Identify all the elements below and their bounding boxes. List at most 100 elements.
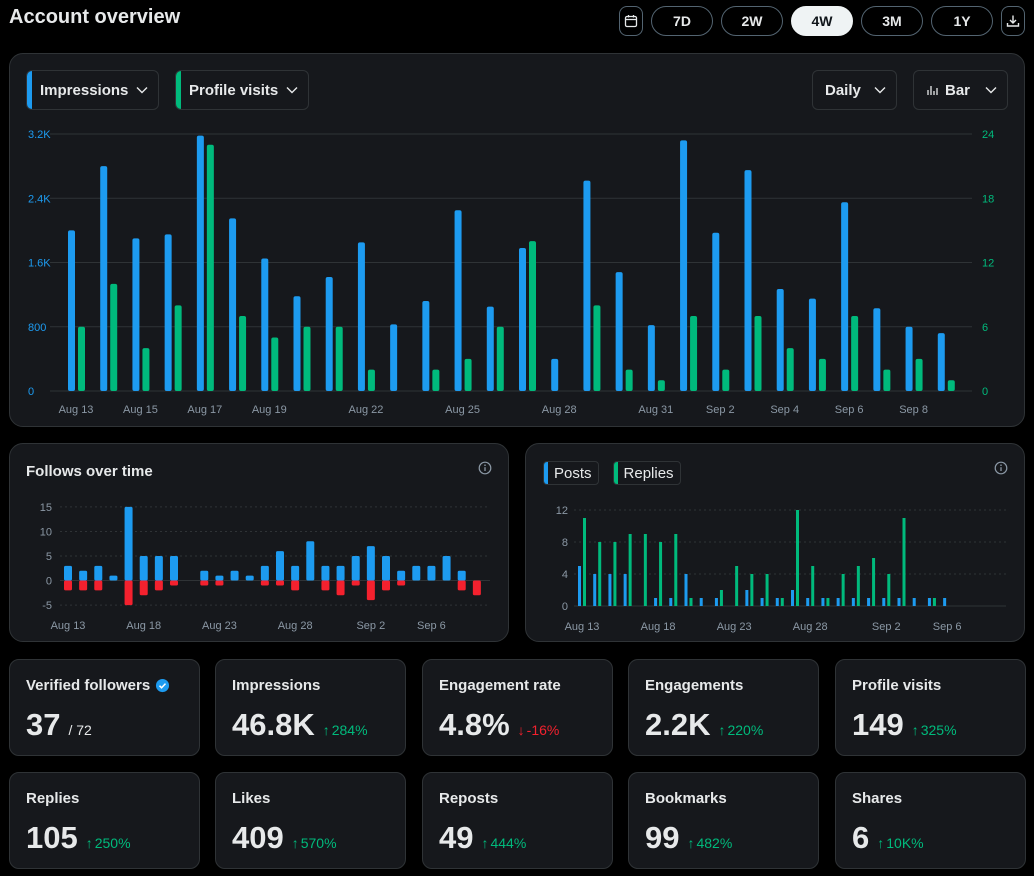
unfollows-bar [457, 580, 466, 591]
legend-replies[interactable]: Replies [612, 461, 681, 485]
posts-bar [943, 598, 947, 606]
metric-card-engagements[interactable]: Engagements 2.2K ↑ 220% [628, 659, 819, 756]
metric-card-label-text: Engagement rate [439, 677, 561, 694]
profile-visits-bar [142, 348, 150, 391]
verified-badge-icon [156, 678, 170, 693]
unfollows-bar [139, 580, 148, 596]
follows-bar [397, 570, 406, 581]
metric-card-verified-followers[interactable]: Verified followers 37 / 72 [9, 659, 200, 756]
replies-bar [765, 574, 769, 606]
impressions-bar [132, 238, 140, 391]
info-icon[interactable] [478, 461, 492, 475]
x-tick-label: Aug 28 [793, 621, 828, 633]
range-2w-button[interactable]: 2W [721, 6, 783, 36]
unfollows-bar [94, 580, 103, 591]
metric-card-bookmarks[interactable]: Bookmarks 99 ↑ 482% [628, 772, 819, 869]
download-button[interactable] [1001, 6, 1025, 36]
interval-dropdown[interactable]: Daily [812, 70, 897, 110]
impressions-bar [486, 306, 494, 391]
metric-card-label: Replies [26, 790, 79, 807]
profile-visits-bar [78, 326, 85, 391]
posts-bar [654, 598, 658, 606]
profile-visits-bar [496, 326, 504, 391]
profile-visits-bar [657, 380, 665, 391]
follows-bar [230, 570, 239, 581]
metric-card-label-text: Reposts [439, 790, 499, 807]
metric-card-value-row: 2.2K ↑ 220% [645, 707, 763, 743]
posts-bar [578, 566, 581, 606]
profile-visits-bar [174, 305, 182, 391]
follows-bar [457, 570, 466, 581]
replies-bar [628, 534, 632, 606]
metric-card-change: ↑ 284% [323, 722, 368, 738]
x-tick-label: Sep 2 [356, 620, 385, 632]
posts-bar [806, 598, 810, 606]
y-left-tick-label: 3.2K [28, 129, 51, 141]
unfollows-bar [321, 580, 330, 591]
posts-bar [608, 574, 612, 606]
x-tick-label: Sep 6 [835, 404, 864, 416]
unfollows-bar [215, 580, 224, 586]
range-4w-button[interactable]: 4W [791, 6, 853, 36]
follows-bar [382, 556, 390, 581]
metric-card-shares[interactable]: Shares 6 ↑ 10K% [835, 772, 1026, 869]
y-left-tick-label: 800 [28, 322, 46, 334]
impressions-bar [551, 358, 559, 391]
legend-posts[interactable]: Posts [543, 461, 599, 485]
metric-card-label-text: Shares [852, 790, 903, 807]
follows-bar [124, 506, 133, 581]
calendar-button[interactable] [619, 6, 643, 36]
follows-bar [109, 575, 118, 581]
profile-visits-bar [367, 369, 375, 391]
metric-card-label-text: Likes [232, 790, 271, 807]
chart-type-dropdown[interactable]: Bar [913, 70, 1008, 110]
x-tick-label: Aug 13 [59, 404, 94, 416]
y-right-tick-label: 24 [982, 129, 994, 141]
profile-visits-bar [271, 337, 279, 391]
impressions-bar [519, 248, 526, 391]
unfollows-bar [124, 580, 133, 606]
metric-card-profile-visits[interactable]: Profile visits 149 ↑ 325% [835, 659, 1026, 756]
y-right-tick-label: 6 [982, 322, 988, 334]
replies-bar [932, 598, 936, 606]
unfollows-bar [366, 580, 375, 601]
metric-card-engagement-rate[interactable]: Engagement rate 4.8% ↓ -16% [422, 659, 613, 756]
info-icon[interactable] [994, 461, 1008, 475]
unfollows-bar [351, 580, 360, 586]
metric-card-change-value: 570% [300, 835, 337, 851]
metric1-dropdown[interactable]: Impressions [26, 70, 159, 110]
unfollows-bar [64, 580, 72, 591]
metric-card-value-row: 4.8% ↓ -16% [439, 707, 559, 743]
metric-card-label-text: Engagements [645, 677, 744, 694]
profile-visits-bar [335, 326, 343, 391]
replies-bar [719, 590, 723, 606]
range-7d-button[interactable]: 7D [651, 6, 713, 36]
chevron-down-icon [136, 87, 148, 94]
replies-bar [796, 510, 799, 606]
unfollows-bar [336, 580, 345, 596]
replies-bar [583, 518, 586, 606]
metric-card-value-row: 37 / 72 [26, 707, 92, 743]
metric-card-reposts[interactable]: Reposts 49 ↑ 444% [422, 772, 613, 869]
chevron-down-icon [874, 87, 886, 94]
replies-bar [856, 566, 860, 606]
x-tick-label: Sep 4 [770, 404, 799, 416]
metric-card-replies[interactable]: Replies 105 ↑ 250% [9, 772, 200, 869]
profile-visits-bar [722, 369, 730, 391]
range-1y-button[interactable]: 1Y [931, 6, 993, 36]
x-tick-label: Aug 18 [126, 620, 161, 632]
x-tick-label: Aug 23 [717, 621, 752, 633]
impressions-bar [647, 325, 655, 391]
metric-card-impressions[interactable]: Impressions 46.8K ↑ 284% [215, 659, 406, 756]
metric-card-value: 105 [26, 820, 78, 855]
unfollows-bar [472, 580, 481, 596]
metric-card-value-row: 149 ↑ 325% [852, 707, 957, 743]
impressions-bar [712, 232, 720, 391]
follows-bar [366, 546, 375, 581]
metric2-dropdown[interactable]: Profile visits [175, 70, 309, 110]
range-3m-button[interactable]: 3M [861, 6, 923, 36]
metric-card-likes[interactable]: Likes 409 ↑ 570% [215, 772, 406, 869]
posts-bar [699, 598, 703, 606]
posts-bar [623, 574, 627, 606]
replies-bar [750, 574, 754, 606]
